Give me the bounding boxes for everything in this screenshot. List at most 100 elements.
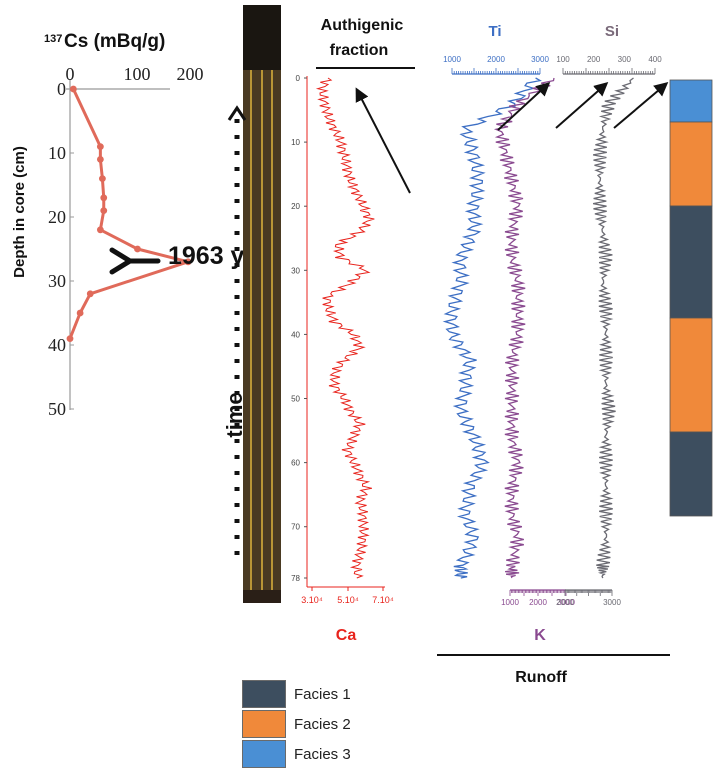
legend-label: Facies 3 [294,745,351,763]
ca-x-tick-label: 5.10⁴ [337,595,359,605]
core-bottom [243,590,281,603]
si-axis: 100 200 300 400 [556,55,662,75]
axis-tick-label: 3000 [603,598,621,607]
cs-data-point [69,85,77,93]
annotation-1963: 1963 yr [168,242,254,270]
depth-tick-label: 30 [291,266,300,275]
depth-tick-label: 60 [291,459,300,468]
authigenic-label-line2: fraction [330,42,389,59]
cs-title-superscript: 137 [44,33,62,45]
facies-2-segment [669,121,713,207]
depth-tick-label: 78 [291,574,300,583]
axis-tick-label: 300 [618,55,632,64]
legend-label: Facies 1 [294,685,351,703]
arrow-1963-icon [109,247,161,275]
ca-trend-arrow-icon [355,87,411,194]
ca-panel: Authigenic fraction 0 10 20 30 40 50 60 70 78 3.… [291,17,415,644]
axis-tick-label: 2000 [529,598,547,607]
k-axis: 1000 2000 3000 [501,589,575,607]
axis-tick-label: 200 [587,55,601,64]
k-trend-arrow-icon [555,82,609,129]
facies-1-segment [669,205,713,319]
ca-axis-label: Ca [336,627,357,644]
legend-swatch [242,740,286,768]
cs-data-point [86,290,94,298]
legend-item: Facies 1 [242,680,351,708]
core-photo [243,5,281,603]
cs-y-tick-label: 40 [48,335,66,355]
k-axis-label: K [534,627,546,644]
core-top [243,5,281,70]
ti-series-line [442,77,542,579]
facies-3-segment [669,79,713,123]
cs-data-point [134,245,141,253]
cs-title: Cs (mBq/g) [64,31,165,52]
ca-x-tick-label: 7.10⁴ [372,595,394,605]
facies-column [669,79,713,517]
cs-data-point [96,143,104,151]
cs-x-tick-label: 200 [177,64,204,84]
si-series-line [592,77,634,579]
time-label: time [222,392,247,437]
legend-label: Facies 2 [294,715,351,733]
si-bottom-axis: 2000 3000 [556,589,621,607]
axis-tick-label: 2000 [556,598,574,607]
time-arrowhead-icon [227,105,247,121]
cs-y-tick-label: 20 [48,207,66,227]
axis-tick-label: 1000 [443,55,461,64]
cs-x-ticks: 0 100 200 [66,64,204,84]
ca-x-tick-label: 3.10⁴ [301,595,323,605]
cs-y-ticks: 0 10 20 30 40 50 [48,79,74,419]
cs-data-point [76,309,84,317]
axis-tick-label: 2000 [487,55,505,64]
depth-tick-label: 50 [291,395,300,404]
facies-2-segment [669,317,713,433]
cs-y-tick-label: 0 [57,79,66,99]
depth-tick-label: 10 [291,138,300,147]
ti-axis-label: Ti [488,23,501,40]
facies-1-segment [669,431,713,517]
si-trend-arrow-icon [613,82,669,129]
cs-data-point [100,194,108,202]
cs-data-point [184,258,192,266]
depth-ticks: 0 10 20 30 40 50 60 70 78 [291,74,307,583]
cs-data-point [66,335,74,342]
depth-tick-label: 0 [296,74,301,83]
legend-item: Facies 3 [242,740,351,768]
cs-x-tick-label: 100 [124,64,151,84]
cs-x-tick-label: 0 [66,64,75,84]
cs-data-point [96,156,104,163]
cs-panel: 137 Cs (mBq/g) Depth in core (cm) 0 100 20… [11,31,254,419]
runoff-label: Runoff [515,669,567,686]
cs-y-tick-label: 50 [48,399,66,419]
authigenic-label-line1: Authigenic [321,17,404,34]
legend-swatch [242,710,286,738]
cs-profile-line [68,88,190,340]
depth-tick-label: 20 [291,202,300,211]
axis-tick-label: 3000 [557,598,575,607]
runoff-panel: Ti Si 1000 2000 3000 100 200 300 400 1000 2000… [437,23,670,686]
axis-tick-label: 400 [648,55,662,64]
k-series-line [493,77,555,579]
ca-x-ticks: 3.10⁴ 5.10⁴ 7.10⁴ [301,587,394,605]
legend-swatch [242,680,286,708]
cs-data-point [100,207,108,215]
cs-y-axis-label: Depth in core (cm) [11,146,28,278]
axis-tick-label: 1000 [501,598,519,607]
legend-item: Facies 2 [242,710,351,738]
axis-tick-label: 100 [556,55,570,64]
cs-profile-points [66,85,192,342]
ti-axis: 1000 2000 3000 [443,55,549,75]
cs-y-tick-label: 30 [48,271,66,291]
cs-data-point [99,175,106,183]
cs-data-point [96,226,104,234]
si-axis-label: Si [605,23,619,40]
ti-trend-arrow-icon [497,81,551,131]
depth-tick-label: 70 [291,523,300,532]
ca-series-line [315,77,375,579]
depth-tick-label: 40 [291,330,300,339]
axis-tick-label: 3000 [531,55,549,64]
time-arrow: time [222,105,247,555]
cs-y-tick-label: 10 [48,143,66,163]
